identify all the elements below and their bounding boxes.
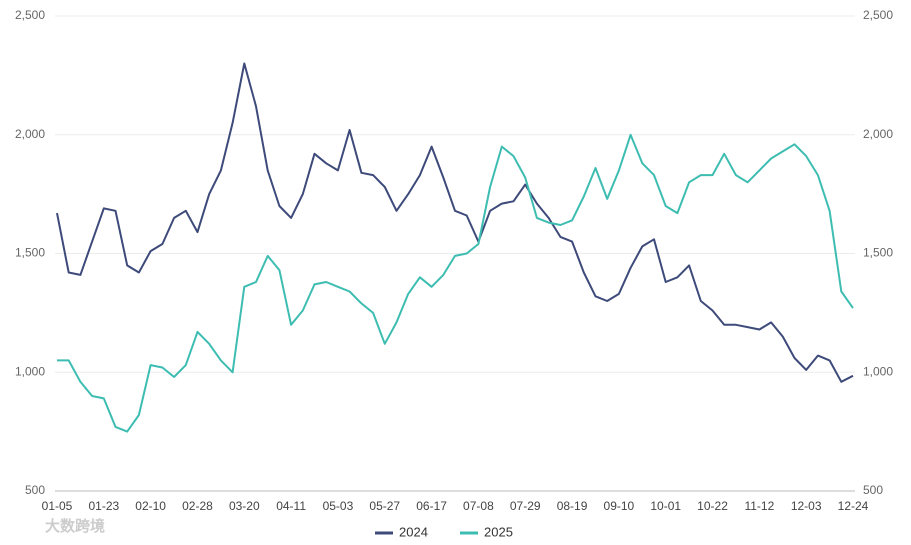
x-tick-label: 01-05 — [42, 499, 73, 513]
line-series — [56, 62, 854, 383]
y2-tick-label: 1,500 — [863, 246, 893, 260]
y2-tick-label: 500 — [863, 483, 883, 497]
x-tick-label: 01-23 — [88, 499, 119, 513]
x-tick-label: 11-12 — [744, 499, 774, 513]
watermark: 大数跨境 — [45, 517, 105, 535]
x-tick-label: 03-20 — [229, 499, 260, 513]
x-tick-label: 04-11 — [276, 499, 306, 513]
y2-tick-label: 2,500 — [863, 8, 893, 22]
y-tick-label: 1,000 — [15, 364, 45, 378]
x-tick-label: 07-29 — [510, 499, 541, 513]
legend-label: 2024 — [399, 524, 428, 539]
y2-tick-label: 2,000 — [863, 127, 893, 141]
y-tick-label: 1,500 — [15, 246, 45, 260]
x-tick-label: 08-19 — [557, 499, 588, 513]
y-tick-label: 2,500 — [15, 8, 45, 22]
y-tick-label: 2,000 — [15, 127, 45, 141]
x-tick-label: 12-24 — [838, 499, 869, 513]
legend-label: 2025 — [484, 524, 513, 539]
x-tick-label: 06-17 — [416, 499, 447, 513]
line-series — [57, 133, 854, 433]
x-tick-label: 12-03 — [791, 499, 822, 513]
y2-tick-label: 1,000 — [863, 364, 893, 378]
y-tick-label: 500 — [25, 483, 45, 497]
x-tick-label: 09-10 — [604, 499, 635, 513]
x-tick-label: 10-22 — [697, 499, 728, 513]
x-tick-label: 05-27 — [369, 499, 400, 513]
x-tick-label: 02-28 — [182, 499, 213, 513]
x-tick-label: 10-01 — [650, 499, 681, 513]
x-tick-label: 07-08 — [463, 499, 494, 513]
x-tick-label: 02-10 — [135, 499, 166, 513]
x-tick-label: 05-03 — [323, 499, 354, 513]
